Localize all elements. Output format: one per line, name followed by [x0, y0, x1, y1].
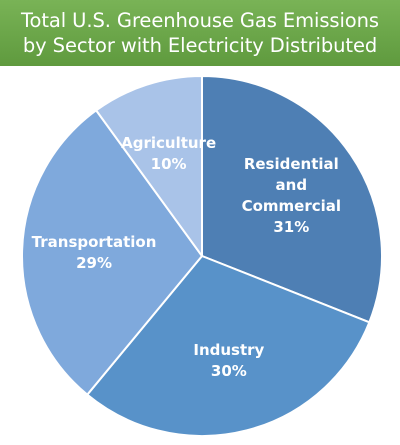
chart-title-banner: Total U.S. Greenhouse Gas Emissions by S…: [0, 0, 400, 66]
pie-chart-area: Residential and Commercial 31% Industry 30% Tr…: [0, 66, 400, 445]
slice-value-label: 30%: [211, 362, 247, 380]
slice-category-label: Agriculture: [121, 134, 216, 152]
slice-label-residential-and-commercial: Residential and Commercial 31%: [242, 155, 341, 236]
slice-category-label: Residential: [244, 155, 339, 173]
chart-title-line-1: Total U.S. Greenhouse Gas Emissions: [21, 9, 379, 32]
slice-label-transportation: Transportation 29%: [32, 233, 157, 272]
slice-category-label: Transportation: [32, 233, 157, 251]
slice-category-label: and: [276, 176, 308, 194]
slice-value-label: 10%: [151, 155, 187, 173]
slice-value-label: 31%: [273, 218, 309, 236]
pie-slice-residential-and-commercial: [201, 75, 383, 324]
slice-label-industry: Industry 30%: [193, 341, 264, 380]
slice-category-label: Industry: [193, 341, 264, 359]
pie-slice-transportation: [21, 109, 203, 396]
slice-category-label: Commercial: [242, 197, 341, 215]
chart-title-line-2: by Sector with Electricity Distributed: [22, 34, 378, 57]
pie-slice-agriculture: [95, 75, 203, 257]
pie-chart: Residential and Commercial 31% Industry 30% Tr…: [21, 75, 383, 437]
pie-slice-industry: [86, 255, 371, 437]
slice-label-agriculture: Agriculture 10%: [121, 134, 216, 173]
slice-value-label: 29%: [76, 254, 112, 272]
